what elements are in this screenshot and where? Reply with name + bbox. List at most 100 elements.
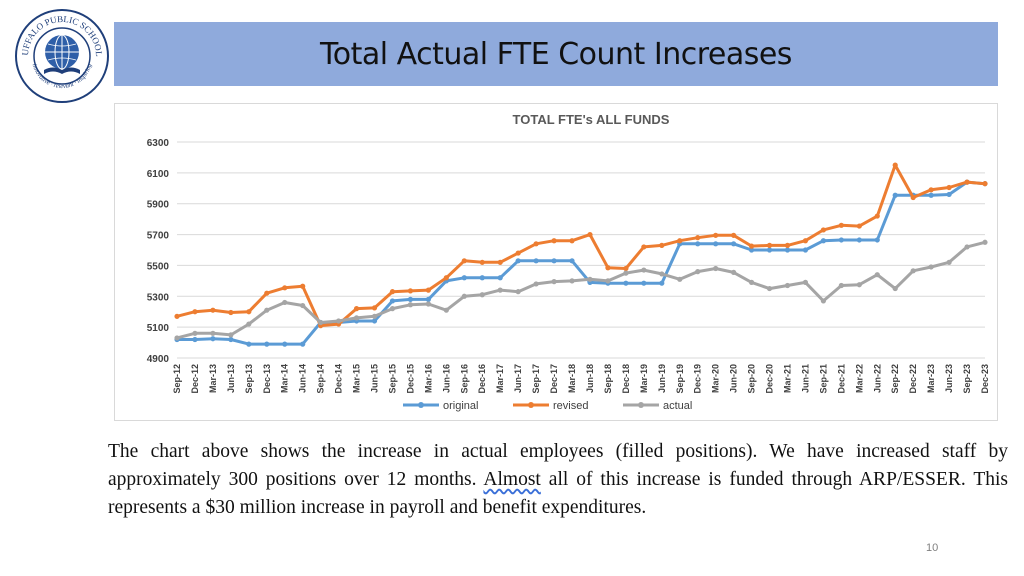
point-actual bbox=[461, 293, 467, 299]
point-original bbox=[874, 237, 880, 243]
point-original bbox=[264, 341, 270, 347]
point-original bbox=[641, 280, 647, 286]
point-revised bbox=[407, 288, 414, 294]
x-tick-label: Jun-14 bbox=[298, 364, 308, 393]
point-actual bbox=[192, 330, 198, 336]
x-tick-label: Jun-18 bbox=[585, 364, 595, 393]
x-tick-label: Dec-20 bbox=[765, 364, 775, 394]
x-tick-label: Mar-13 bbox=[208, 364, 218, 393]
point-actual bbox=[677, 276, 683, 282]
caption-part-3: all of this increase is funded through A… bbox=[108, 469, 1008, 518]
x-tick-label: Jun-17 bbox=[513, 364, 523, 393]
point-actual bbox=[497, 287, 503, 293]
point-original bbox=[748, 247, 755, 253]
x-tick-label: Dec-15 bbox=[405, 364, 415, 394]
point-actual bbox=[910, 268, 916, 274]
point-actual bbox=[282, 299, 288, 306]
point-actual bbox=[407, 302, 414, 308]
x-tick-label: Jun-23 bbox=[944, 364, 954, 393]
x-tick-label: Jun-13 bbox=[226, 364, 236, 393]
point-revised bbox=[928, 187, 934, 193]
point-original bbox=[659, 280, 665, 286]
x-tick-label: Jun-20 bbox=[729, 364, 739, 393]
point-actual bbox=[820, 298, 827, 304]
point-original bbox=[210, 336, 216, 342]
point-revised bbox=[946, 184, 952, 191]
point-original bbox=[425, 296, 431, 302]
point-actual bbox=[246, 321, 252, 327]
point-original bbox=[623, 280, 629, 286]
y-tick-label: 5100 bbox=[147, 323, 170, 334]
point-original bbox=[515, 258, 521, 264]
point-revised bbox=[551, 238, 557, 244]
point-revised bbox=[838, 222, 844, 228]
point-actual bbox=[802, 279, 809, 285]
point-original bbox=[461, 275, 467, 281]
point-original bbox=[569, 258, 575, 264]
x-tick-label: Mar-14 bbox=[280, 364, 290, 393]
point-revised bbox=[371, 305, 378, 311]
point-revised bbox=[174, 313, 180, 319]
x-tick-label: Dec-21 bbox=[836, 364, 846, 394]
point-revised bbox=[748, 243, 755, 249]
x-tick-label: Mar-21 bbox=[782, 364, 792, 393]
point-actual bbox=[874, 272, 880, 278]
series-line-revised bbox=[175, 163, 987, 328]
point-actual bbox=[515, 289, 521, 295]
point-original bbox=[371, 318, 378, 324]
point-revised bbox=[461, 258, 467, 264]
x-tick-label: Jun-22 bbox=[872, 364, 882, 393]
point-original bbox=[533, 258, 539, 264]
point-revised bbox=[892, 162, 898, 168]
point-actual bbox=[838, 282, 844, 289]
caption-part-2: Almost bbox=[483, 469, 541, 490]
point-actual bbox=[300, 302, 306, 309]
x-tick-label: Sep-23 bbox=[962, 364, 972, 394]
point-actual bbox=[389, 306, 396, 312]
point-original bbox=[784, 247, 791, 253]
point-revised bbox=[425, 287, 431, 293]
point-actual bbox=[748, 279, 755, 285]
legend-marker-revised bbox=[528, 402, 534, 408]
x-tick-label: Dec-18 bbox=[621, 364, 631, 394]
x-tick-label: Sep-13 bbox=[244, 364, 254, 394]
point-revised bbox=[605, 265, 611, 271]
x-tick-label: Mar-15 bbox=[352, 364, 362, 393]
point-original bbox=[713, 241, 719, 247]
point-actual bbox=[425, 301, 431, 307]
fte-line-chart: TOTAL FTE's ALL FUNDS 4900 5100 5300 5500 570… bbox=[147, 112, 990, 412]
point-actual bbox=[784, 282, 791, 289]
legend-marker-original bbox=[418, 402, 424, 408]
point-actual bbox=[892, 285, 898, 292]
x-tick-label: Sep-15 bbox=[387, 364, 397, 394]
point-original bbox=[856, 237, 862, 243]
x-tick-label: Mar-22 bbox=[854, 364, 864, 393]
y-tick-label: 6100 bbox=[147, 169, 170, 180]
point-revised bbox=[479, 259, 485, 265]
page-number: 10 bbox=[926, 542, 939, 554]
point-revised bbox=[802, 238, 809, 244]
point-revised bbox=[731, 232, 737, 238]
point-revised bbox=[623, 265, 629, 272]
point-actual bbox=[946, 259, 952, 265]
y-tick-label: 5300 bbox=[147, 292, 170, 303]
point-original bbox=[838, 237, 844, 243]
x-tick-label: Sep-20 bbox=[747, 364, 757, 394]
point-actual bbox=[605, 278, 611, 284]
point-revised bbox=[982, 181, 988, 187]
point-revised bbox=[515, 250, 521, 256]
page-title: Total Actual FTE Count Increases bbox=[320, 36, 792, 72]
point-actual bbox=[856, 282, 862, 288]
point-actual bbox=[443, 307, 449, 313]
point-revised bbox=[264, 290, 270, 296]
point-revised bbox=[443, 275, 449, 281]
x-tick-label: Dec-16 bbox=[477, 364, 487, 394]
caption-part-1: The chart above shows the increase in ac… bbox=[108, 441, 1008, 490]
x-tick-label: Sep-19 bbox=[675, 364, 685, 394]
point-revised bbox=[820, 227, 827, 233]
point-original bbox=[497, 275, 503, 281]
point-actual bbox=[623, 270, 629, 276]
point-revised bbox=[569, 238, 575, 244]
chart-caption: The chart above shows the increase in ac… bbox=[108, 438, 1008, 522]
point-original bbox=[766, 247, 773, 253]
